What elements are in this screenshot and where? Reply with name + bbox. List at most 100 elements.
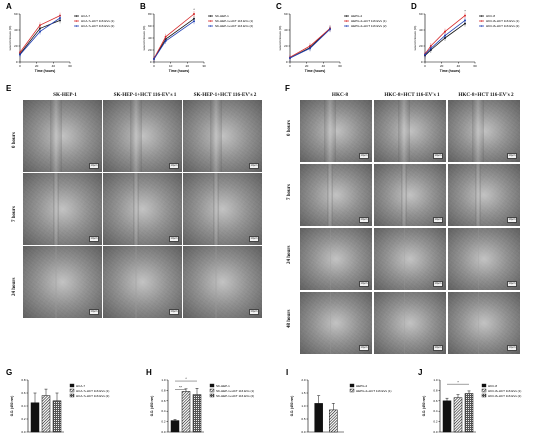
line-chart-b: 0 20 40 60 80 0 10 20 30 Time (hours) wound closur… (142, 8, 253, 73)
bar-chart-i: 0.0 0.5 1.0 1.5 2.0 O.D. (450 nm) HEPG-2HEPG-2… (290, 378, 391, 434)
wound-gap (135, 246, 137, 318)
scale-bar: 10µm (249, 309, 259, 315)
data-point (39, 30, 41, 33)
legend-entry: HKC-8+HCT 116 EVs (2) (486, 24, 519, 28)
micrograph: 10µm (300, 100, 372, 162)
legend-swatch (209, 388, 215, 393)
data-point (153, 58, 155, 60)
series-line (424, 23, 466, 56)
data-point (193, 20, 195, 23)
data-point (309, 47, 311, 50)
panel-label-e: E (6, 84, 12, 93)
scale-bar: 10µm (507, 281, 517, 287)
legend-entry: HKC-8+HCT 116 EVs (1) (488, 389, 521, 393)
micrograph: 10µm (23, 173, 102, 245)
y-tick-label: 0.8 (21, 378, 26, 382)
x-tick-label: 40 (322, 64, 326, 68)
scale-bar: 10µm (507, 345, 517, 351)
panel-label-j: J (418, 368, 423, 377)
y-tick-label: 0.5 (301, 417, 306, 421)
scale-bar: 10µm (89, 236, 99, 242)
panel-label-f: F (285, 84, 290, 93)
bar (192, 394, 202, 433)
y-axis-label: O.D. (450 nm) (422, 396, 426, 417)
panel-label-b: B (140, 2, 146, 11)
panel-label-d: D (411, 2, 417, 11)
column-header-hkc-8-ev1: HKC-8+HCT 116-EV's 1 (384, 92, 440, 98)
legend-entry: HKC-8 (488, 384, 497, 388)
x-tick-label: 60 (338, 64, 342, 68)
scale-bar: 10µm (89, 163, 99, 169)
wound-gap (475, 164, 482, 226)
y-tick-label: 0.0 (301, 430, 306, 434)
micrograph: 10µm (374, 164, 446, 226)
x-tick-label: 0 (424, 64, 426, 68)
micrograph: 10µm (183, 100, 262, 172)
y-tick-label: 1.0 (301, 404, 306, 408)
legend-marker (345, 25, 348, 27)
y-axis-label: O.D. (450 nm) (150, 396, 154, 417)
legend-marker (75, 20, 78, 22)
panel-label-a: A (6, 2, 12, 11)
bar (41, 395, 51, 433)
legend-swatch (481, 383, 487, 388)
data-point (424, 53, 426, 56)
wound-gap (472, 100, 484, 162)
y-axis-label: wound closure (%) (278, 26, 282, 51)
scale-bar: 10µm (507, 153, 517, 159)
data-point (464, 19, 466, 22)
line-chart-d: 0 20 40 60 0 20 40 60 Time (hours) wound closure … (413, 10, 519, 73)
row-label-24-hours: 24 hours (12, 277, 17, 296)
legend-swatch (69, 388, 75, 393)
y-tick-label: 40 (148, 36, 152, 40)
x-tick-label: 0 (19, 64, 21, 68)
x-tick-label: 20 (35, 64, 39, 68)
scale-bar: 10µm (359, 281, 369, 287)
micrograph: 10µm (183, 246, 262, 318)
y-tick-label: 0.6 (433, 399, 438, 403)
series-line (424, 15, 466, 55)
row-label-f-24-hours: 24 hours (287, 245, 292, 264)
legend-marker (209, 15, 212, 17)
legend-swatch (481, 393, 487, 398)
legend-swatch (481, 388, 487, 393)
legend-marker (75, 25, 78, 27)
data-point (444, 30, 446, 33)
x-tick-label: 0 (153, 64, 155, 68)
panel-label-i: I (286, 368, 289, 377)
scale-bar: 10µm (89, 309, 99, 315)
wound-gap (403, 292, 405, 354)
y-tick-label: 40 (14, 28, 18, 32)
wound-gap (133, 173, 140, 245)
legend-entry: HEPG-2+HCT 116 EVs (1) (351, 19, 386, 23)
bar (181, 391, 191, 433)
scale-bar: 10µm (359, 217, 369, 223)
x-tick-label: 60 (473, 64, 477, 68)
bar-chart-h: 0.00.20.40.60.81.0O.D. (450 nm)***SK-HEP… (150, 377, 254, 434)
wound-gap (213, 173, 220, 245)
micrograph: 10µm (300, 164, 372, 226)
scale-bar: 10µm (433, 345, 443, 351)
y-tick-label: 0.6 (21, 391, 26, 395)
scale-bar: 10µm (249, 163, 259, 169)
y-axis-label: wound closure (%) (413, 26, 417, 51)
legend-entry: HKC-8+HCT 116 EVs (2) (488, 394, 521, 398)
legend-entry: SK-HEP-1 (215, 14, 229, 18)
x-tick-label: 10 (169, 64, 173, 68)
y-tick-label: 60 (148, 24, 152, 28)
micrograph: 10µm (300, 228, 372, 290)
micrograph: 10µm (103, 246, 182, 318)
bar (464, 393, 474, 433)
legend-entry: HEPG-2+HCT 116 EVs (1) (356, 389, 391, 393)
legend-entry: HCA-7+HCT 116 EVs (1) (81, 19, 114, 23)
wound-gap (329, 292, 331, 354)
y-tick-label: 2.0 (301, 378, 306, 382)
y-tick-label: 0.0 (21, 430, 26, 434)
series-line (424, 20, 466, 56)
significance-mark: * (185, 377, 187, 381)
y-tick-label: 1.0 (433, 378, 438, 382)
y-tick-label: 0.2 (21, 417, 26, 421)
legend-swatch (349, 383, 355, 388)
wound-gap (477, 292, 479, 354)
legend-marker (345, 15, 348, 17)
